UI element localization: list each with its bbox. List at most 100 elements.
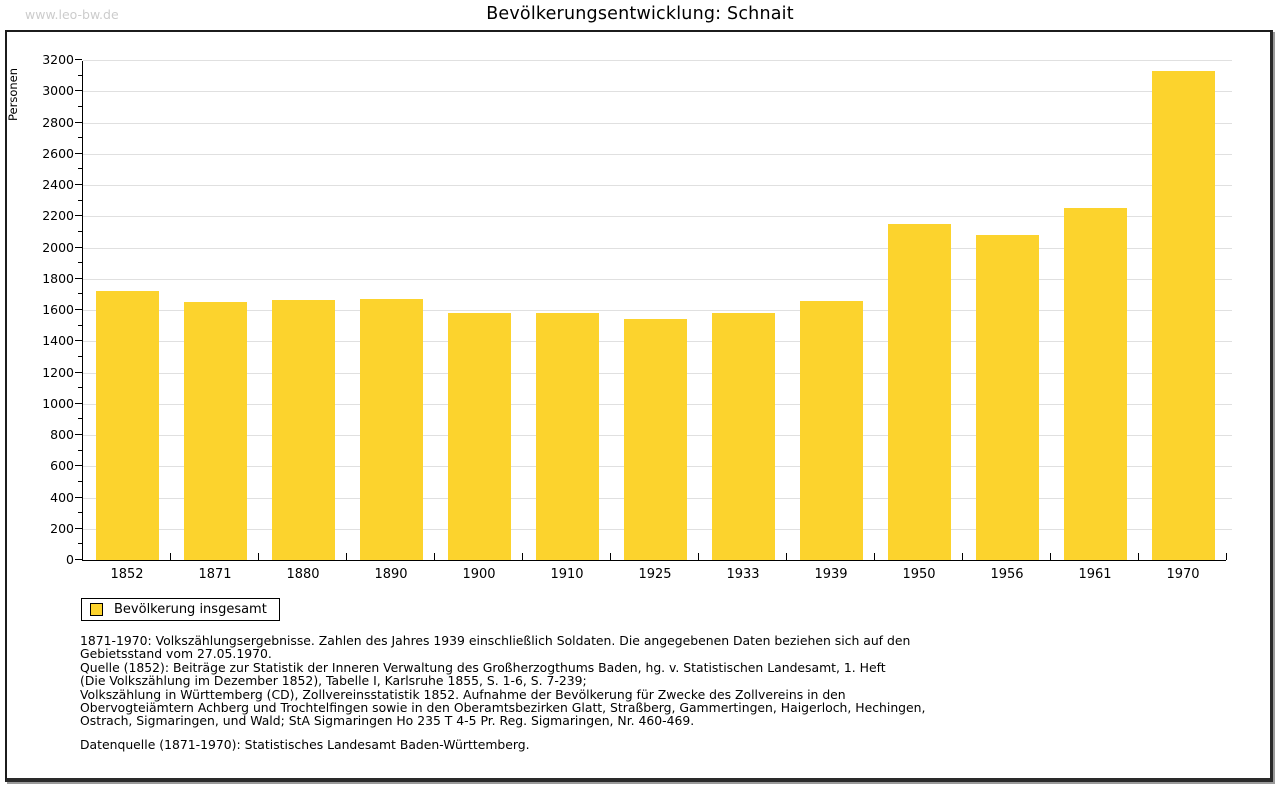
- population-bar: [536, 313, 599, 560]
- y-axis-tick: [75, 184, 82, 185]
- y-axis-tick-label: 2800: [42, 114, 74, 130]
- x-axis-tick: [1138, 553, 1139, 560]
- y-axis-tick-label: 2400: [42, 177, 74, 192]
- gridline: [83, 60, 1232, 61]
- y-axis-minor-tick: [78, 418, 82, 420]
- y-axis-tick-label: 0: [66, 552, 74, 567]
- x-axis-tick-label: 1933: [726, 567, 760, 582]
- y-axis-minor-tick: [78, 168, 82, 170]
- y-axis-title: Personen: [6, 67, 20, 121]
- y-axis-minor-tick: [78, 262, 82, 264]
- y-axis-tick: [75, 527, 82, 529]
- y-axis-tick: [75, 121, 82, 123]
- y-axis-tick: [75, 465, 82, 467]
- x-axis-tick-label: 1950: [902, 567, 936, 582]
- gridline: [83, 185, 1232, 186]
- note-line: (Die Volkszählung im Dezember 1852), Tab…: [80, 673, 587, 689]
- x-axis-tick-label: 1852: [110, 567, 144, 582]
- y-axis-tick-label: 2600: [42, 145, 74, 161]
- y-axis-tick-label: 3000: [42, 83, 74, 99]
- y-axis-tick: [75, 496, 82, 498]
- gridline: [83, 278, 1232, 280]
- y-axis-tick-label: 1000: [42, 395, 74, 411]
- y-axis-tick: [75, 152, 82, 154]
- population-bar: [448, 313, 511, 560]
- note-line: 1871-1970: Volkszählungsergebnisse. Zahl…: [80, 633, 911, 648]
- page-title: Bevölkerungsentwicklung: Schnait: [486, 4, 794, 24]
- x-axis-tick: [1050, 553, 1051, 560]
- y-axis-tick-label: 600: [50, 458, 74, 474]
- note-line: Volkszählung in Württemberg (CD), Zollve…: [80, 686, 846, 702]
- y-axis-tick-label: 2000: [42, 239, 74, 255]
- y-axis-minor-tick: [78, 324, 82, 326]
- population-bar: [1064, 208, 1127, 560]
- legend-swatch-icon: [90, 603, 103, 616]
- x-axis-tick: [434, 553, 435, 560]
- y-axis-tick-label: 3200: [42, 52, 74, 67]
- watermark-url: www.leo-bw.de: [25, 7, 119, 22]
- population-bar: [1152, 70, 1215, 560]
- legend-label: Bevölkerung insgesamt: [114, 602, 267, 617]
- gridline: [83, 153, 1232, 155]
- y-axis-tick: [75, 246, 82, 248]
- x-axis-tick-label: 1880: [286, 567, 320, 582]
- x-axis-tick: [258, 553, 259, 560]
- x-axis-tick-label: 1925: [638, 567, 672, 582]
- y-axis-minor-tick: [78, 543, 82, 545]
- x-axis-tick: [346, 553, 347, 560]
- population-bar: [360, 299, 423, 560]
- y-axis-tick-label: 200: [50, 520, 74, 536]
- x-axis-tick-label: 1939: [814, 567, 848, 582]
- population-bar: [624, 318, 687, 560]
- x-axis-tick-label: 1890: [374, 567, 408, 582]
- y-axis-tick-label: 1800: [42, 270, 74, 286]
- y-axis-tick-label: 1200: [42, 364, 74, 380]
- plot-area: 0 200 400 600 800 1000 1200 1400 1600 1800 2000 220…: [42, 52, 1232, 582]
- y-axis-tick-label: 400: [50, 489, 74, 505]
- y-axis-tick: [75, 559, 82, 560]
- note-line: Gebietsstand vom 27.05.1970.: [80, 646, 272, 662]
- population-bar: [272, 299, 335, 560]
- y-axis-minor-tick: [78, 387, 82, 389]
- y-axis-minor-tick: [78, 293, 82, 295]
- y-axis-tick: [75, 309, 82, 310]
- datasource-note: Datenquelle (1871-1970): Statistisches L…: [80, 737, 530, 752]
- gridline: [83, 310, 1232, 311]
- chart-frame: Personen 0 200 400 600 800 1000 1200 1400 1600 18…: [5, 30, 1273, 782]
- x-axis-tick-label: 1900: [462, 567, 496, 582]
- legend-box: Bevölkerung insgesamt: [81, 598, 280, 621]
- x-axis-tick-label: 1961: [1078, 567, 1112, 582]
- population-bar: [976, 235, 1039, 560]
- y-axis-tick: [75, 59, 82, 60]
- population-bar: [888, 224, 951, 560]
- y-axis-minor-tick: [78, 512, 82, 514]
- note-line: Quelle (1852): Beiträge zur Statistik de…: [80, 659, 886, 675]
- x-axis-tick: [786, 553, 787, 560]
- x-axis-tick: [874, 553, 875, 560]
- y-axis-tick-label: 1600: [42, 302, 74, 317]
- y-axis-minor-tick: [78, 105, 82, 107]
- y-axis-tick: [75, 215, 82, 217]
- x-axis-tick: [170, 553, 171, 560]
- y-axis-minor-tick: [78, 480, 82, 482]
- y-axis-minor-tick: [78, 230, 82, 232]
- population-bar: [800, 301, 863, 560]
- x-axis-tick: [962, 553, 963, 560]
- x-axis-tick-label: 1970: [1166, 567, 1200, 582]
- gridline: [83, 122, 1232, 124]
- gridline: [83, 91, 1232, 93]
- x-axis-tick: [610, 553, 611, 560]
- y-axis-tick-label: 2200: [42, 208, 74, 224]
- y-axis-minor-tick: [78, 449, 82, 451]
- y-axis-tick-label: 1400: [42, 333, 74, 349]
- y-axis-minor-tick: [78, 74, 82, 76]
- x-axis-tick: [698, 553, 699, 560]
- gridline: [83, 216, 1232, 218]
- gridline: [83, 247, 1232, 249]
- x-axis-tick-label: 1871: [198, 567, 232, 582]
- y-axis-minor-tick: [78, 199, 82, 201]
- source-notes: 1871-1970: Volkszählungsergebnisse. Zahl…: [80, 634, 925, 728]
- y-axis-tick-label: 800: [50, 427, 74, 442]
- y-axis-tick: [75, 90, 82, 92]
